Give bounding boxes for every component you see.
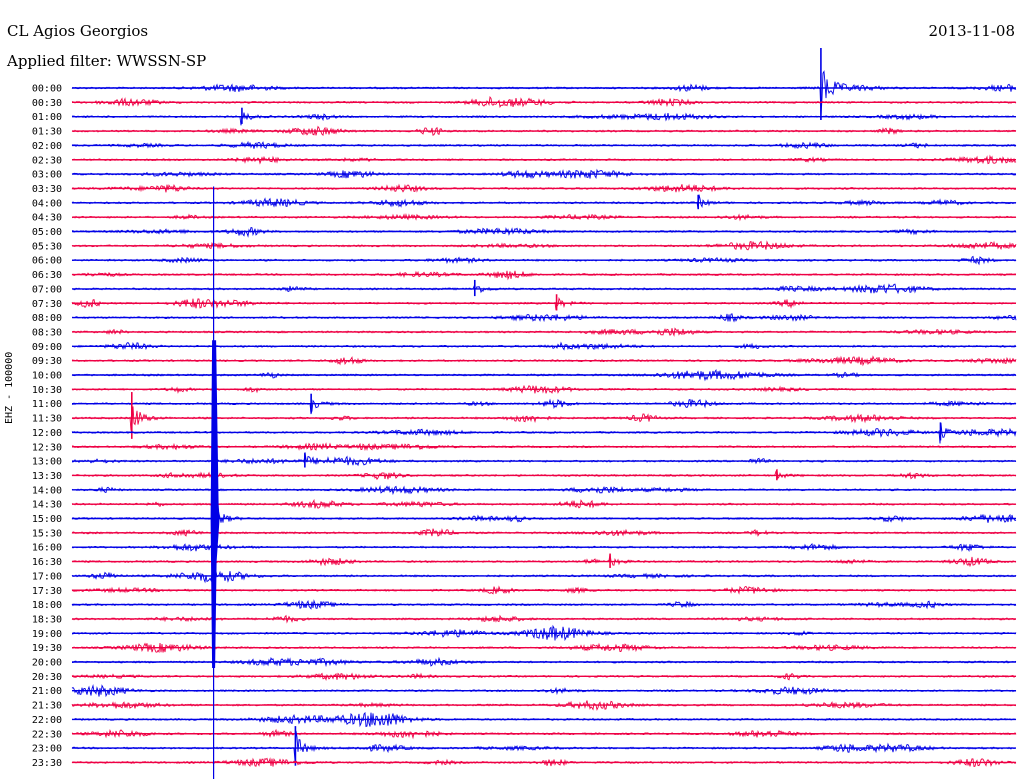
row-label-0000: 00:00 <box>32 84 62 95</box>
row-label-1130: 11:30 <box>32 414 62 425</box>
row-label-0330: 03:30 <box>32 184 62 195</box>
row-label-1500: 15:00 <box>32 514 62 525</box>
row-label-1700: 17:00 <box>32 571 62 582</box>
row-label-2300: 23:00 <box>32 744 62 755</box>
row-label-1600: 16:00 <box>32 543 62 554</box>
row-label-1100: 11:00 <box>32 399 62 410</box>
large-event-envelope <box>210 340 220 668</box>
row-label-0030: 00:30 <box>32 98 62 109</box>
row-label-2330: 23:30 <box>32 758 62 769</box>
row-label-1930: 19:30 <box>32 643 62 654</box>
row-label-0630: 06:30 <box>32 270 62 281</box>
row-label-1330: 13:30 <box>32 471 62 482</box>
row-label-1030: 10:30 <box>32 385 62 396</box>
row-label-0300: 03:00 <box>32 170 62 181</box>
row-label-0700: 07:00 <box>32 284 62 295</box>
row-label-0830: 08:30 <box>32 327 62 338</box>
row-label-1830: 18:30 <box>32 614 62 625</box>
row-label-2030: 20:30 <box>32 672 62 683</box>
row-label-1400: 14:00 <box>32 485 62 496</box>
row-label-0730: 07:30 <box>32 299 62 310</box>
row-label-0130: 01:30 <box>32 127 62 138</box>
row-label-2230: 22:30 <box>32 729 62 740</box>
row-label-0230: 02:30 <box>32 155 62 166</box>
row-label-0930: 09:30 <box>32 356 62 367</box>
row-label-1000: 10:00 <box>32 371 62 382</box>
row-label-2130: 21:30 <box>32 701 62 712</box>
trace-row-0000 <box>71 70 1017 117</box>
row-label-0900: 09:00 <box>32 342 62 353</box>
row-label-0100: 01:00 <box>32 112 62 123</box>
row-label-2100: 21:00 <box>32 686 62 697</box>
row-label-0800: 08:00 <box>32 313 62 324</box>
row-label-1530: 15:30 <box>32 528 62 539</box>
row-label-2200: 22:00 <box>32 715 62 726</box>
filter-label: Applied filter: WWSSN-SP <box>7 52 207 70</box>
row-label-1430: 14:30 <box>32 500 62 511</box>
trace-row-0100 <box>71 112 1017 126</box>
row-label-0400: 04:00 <box>32 198 62 209</box>
row-label-0600: 06:00 <box>32 256 62 267</box>
row-label-1730: 17:30 <box>32 586 62 597</box>
row-label-1800: 18:00 <box>32 600 62 611</box>
row-label-0430: 04:30 <box>32 213 62 224</box>
row-label-0530: 05:30 <box>32 241 62 252</box>
row-label-1200: 12:00 <box>32 428 62 439</box>
row-label-1300: 13:00 <box>32 457 62 468</box>
row-label-0200: 02:00 <box>32 141 62 152</box>
station-title: CL Agios Georgios <box>7 22 149 40</box>
trace-row-0500 <box>71 226 1017 238</box>
row-label-1630: 16:30 <box>32 557 62 568</box>
date-label: 2013-11-08 <box>928 22 1015 40</box>
row-label-1900: 19:00 <box>32 629 62 640</box>
row-label-0500: 05:00 <box>32 227 62 238</box>
row-label-2000: 20:00 <box>32 658 62 669</box>
row-label-1230: 12:30 <box>32 442 62 453</box>
